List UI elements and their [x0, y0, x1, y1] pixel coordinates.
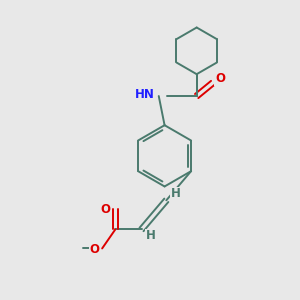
Text: HN: HN	[135, 88, 155, 101]
Text: H: H	[171, 188, 181, 200]
Text: O: O	[90, 243, 100, 256]
Text: H: H	[146, 230, 156, 242]
Text: O: O	[215, 72, 225, 85]
Text: O: O	[100, 202, 110, 216]
